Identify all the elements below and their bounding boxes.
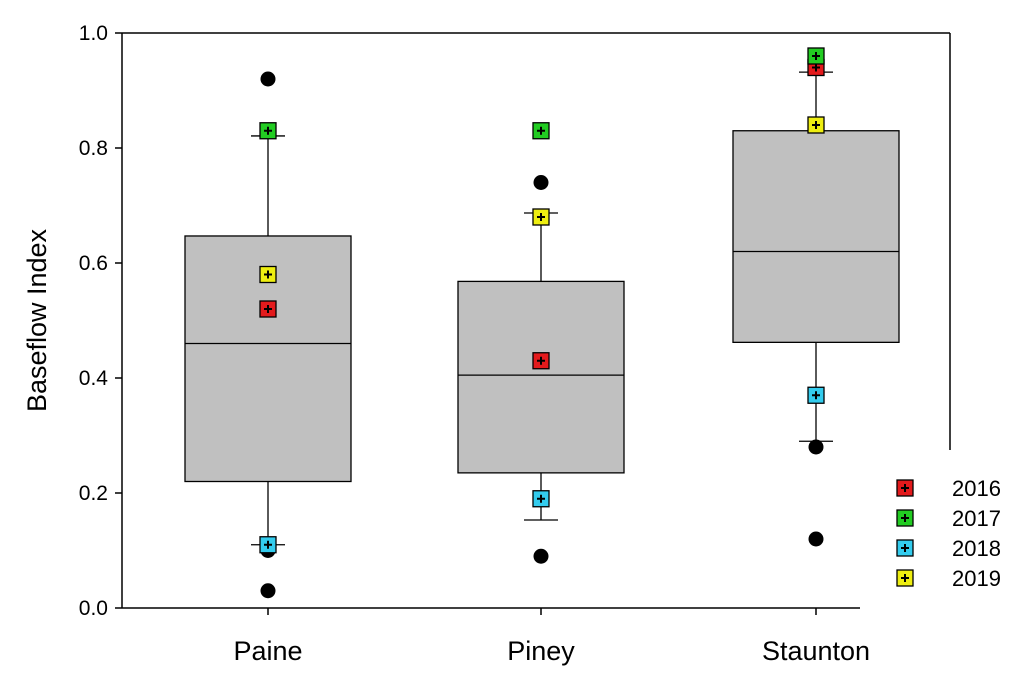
boxes xyxy=(184,71,900,599)
year-markers xyxy=(259,47,825,554)
point-2018-piney xyxy=(532,490,550,508)
legend-marker-2016 xyxy=(896,479,914,497)
x-ticks: Paine Piney Staunton xyxy=(233,608,870,666)
y-ticks: 0.0 0.2 0.4 0.6 0.8 1.0 xyxy=(79,22,122,620)
legend-marker-2018 xyxy=(896,539,914,557)
y-axis-title: Baseflow Index xyxy=(22,228,52,412)
legend-label-2017: 2017 xyxy=(952,506,1001,531)
legend-label-2019: 2019 xyxy=(952,566,1001,591)
outlier-point xyxy=(260,71,276,87)
iqr-box xyxy=(457,280,625,474)
outlier-point xyxy=(808,531,824,547)
y-tick-label: 0.4 xyxy=(79,367,109,390)
point-2018-paine xyxy=(259,536,277,554)
y-tick-label: 0.2 xyxy=(79,482,108,505)
point-2017-paine xyxy=(259,122,277,140)
point-2016-paine xyxy=(259,300,277,318)
y-tick-label: 1.0 xyxy=(79,22,108,45)
box-paine xyxy=(184,71,352,599)
y-tick-label: 0.8 xyxy=(79,137,108,160)
legend-marker-2019 xyxy=(896,569,914,587)
y-tick-label: 0.6 xyxy=(79,252,108,275)
legend-label-2018: 2018 xyxy=(952,536,1001,561)
x-tick-label: Piney xyxy=(507,636,575,666)
outlier-point xyxy=(808,439,824,455)
outlier-point xyxy=(260,583,276,599)
point-2019-piney xyxy=(532,208,550,226)
point-2019-paine xyxy=(259,265,277,284)
point-2018-staunton xyxy=(807,386,825,404)
x-tick-label: Paine xyxy=(233,636,302,666)
outlier-point xyxy=(533,548,549,564)
point-2017-staunton xyxy=(807,47,825,65)
point-2017-piney xyxy=(532,122,550,140)
y-tick-label: 0.0 xyxy=(79,597,108,620)
axes xyxy=(121,32,951,609)
point-2016-piney xyxy=(532,352,550,370)
iqr-box xyxy=(732,130,900,344)
x-tick-label: Staunton xyxy=(762,636,870,666)
box-piney xyxy=(457,175,625,564)
box-staunton xyxy=(732,71,900,547)
legend: 2016 2017 2018 2019 xyxy=(896,476,1001,591)
legend-label-2016: 2016 xyxy=(952,476,1001,501)
outlier-point xyxy=(533,175,549,190)
legend-marker-2017 xyxy=(896,509,914,527)
point-2019-staunton xyxy=(807,116,825,134)
